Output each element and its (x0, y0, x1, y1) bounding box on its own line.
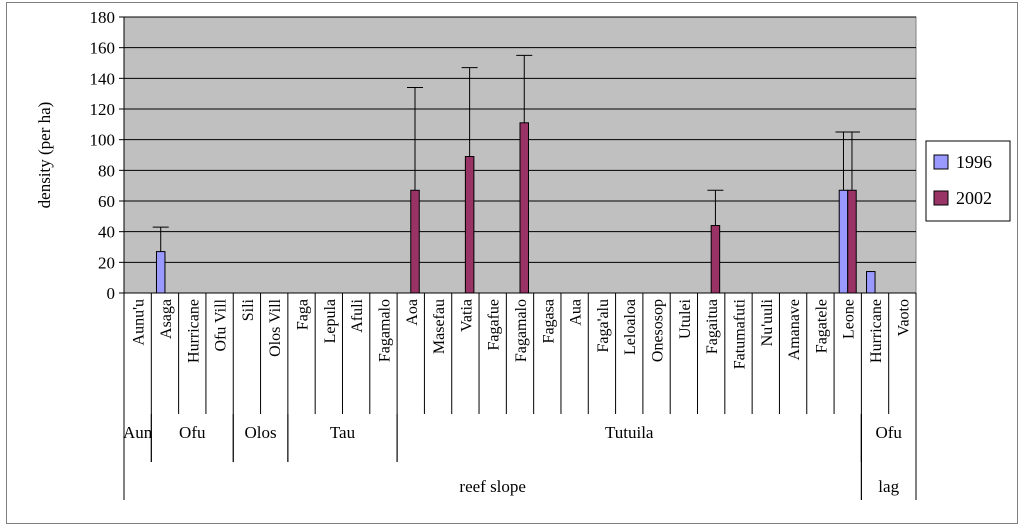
y-tick-label: 160 (90, 39, 116, 58)
category-label: Masefau (431, 299, 448, 354)
group-label: Ofu (179, 423, 206, 442)
y-tick-label: 100 (90, 131, 116, 150)
legend-label: 2002 (956, 188, 992, 208)
category-label: Fagasa (540, 299, 557, 343)
category-label: Olos Vill (267, 298, 284, 356)
category-label: Sili (240, 298, 257, 321)
y-axis: 0 20 40 60 80 100 120 140 160 180 (90, 8, 125, 303)
category-label: Fagamalo (513, 299, 530, 362)
category-label: Fagatele (813, 299, 830, 353)
bar (464, 156, 475, 294)
x-axis: Aunu'u Asaga Hurricane Ofu Vill Sili Olos Vil… (123, 292, 917, 500)
bar (155, 251, 166, 294)
category-label: Afuli (349, 298, 366, 332)
group-label: Tutuila (605, 423, 654, 442)
category-label: Aunu'u (131, 299, 148, 345)
y-tick-label: 0 (107, 284, 116, 303)
category-label: Faga (295, 299, 312, 330)
category-label: Vaoto (895, 299, 912, 336)
category-label: Fagaitua (704, 299, 721, 354)
group-label: reef slope (459, 477, 526, 496)
category-label: Aua (568, 299, 585, 326)
bar (838, 189, 849, 294)
y-tick-label: 60 (98, 192, 115, 211)
y-tick-label: 20 (98, 253, 115, 272)
group-label: lag (878, 477, 899, 496)
legend: 1996 2002 (925, 140, 1011, 222)
category-label: Hurricane (868, 299, 885, 363)
category-label: Fatumafuti (731, 298, 748, 369)
category-label: Nu'uuli (759, 298, 776, 346)
bar (847, 189, 857, 294)
category-label: Aoa (404, 299, 421, 326)
bar (410, 189, 420, 294)
y-tick-label: 40 (98, 223, 115, 242)
category-label: Utulei (677, 298, 694, 339)
legend-swatch (933, 154, 949, 170)
group-label: Tau (330, 423, 356, 442)
legend-label: 1996 (956, 152, 992, 172)
legend-box (925, 140, 1011, 222)
category-label: Asaga (158, 299, 175, 339)
category-label: Faga'alu (595, 299, 612, 353)
chart-frame (6, 2, 1018, 524)
category-label: Ofu Vill (213, 298, 230, 351)
y-tick-label: 180 (90, 8, 116, 27)
group-label: Ofu (875, 423, 902, 442)
y-tick-label: 140 (90, 69, 116, 88)
bar (519, 122, 529, 294)
category-label: Fagamalo (376, 299, 393, 362)
y-tick-label: 80 (98, 161, 115, 180)
legend-swatch (933, 190, 949, 206)
category-label: Fagafue (486, 299, 503, 351)
error-bars (152, 54, 860, 252)
category-label: Amanave (786, 299, 803, 360)
group-label: Olos (244, 423, 276, 442)
y-tick-label: 120 (90, 100, 116, 119)
category-label: Hurricane (185, 299, 202, 363)
y-axis-label: density (per ha) (35, 102, 54, 209)
group-label: Aun (123, 423, 153, 442)
category-label: Onesosop (650, 299, 667, 362)
bar (710, 225, 721, 294)
category-label: Lepula (322, 299, 339, 343)
category-label: Leone (841, 299, 858, 339)
category-label: Leloaloa (622, 299, 639, 355)
bar (866, 271, 876, 294)
category-label: Vatia (458, 299, 475, 332)
